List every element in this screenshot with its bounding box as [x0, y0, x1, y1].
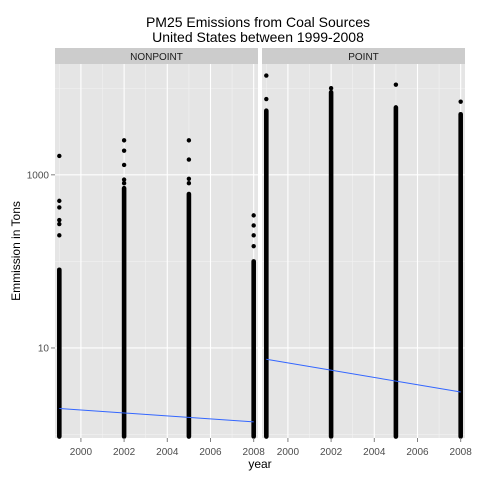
x-tick-label: 2008 [450, 447, 473, 458]
data-point [186, 138, 192, 143]
data-point [121, 177, 127, 182]
data-point [57, 233, 62, 238]
y-axis-label: Emmission in Tons [9, 201, 23, 301]
points-nonpoint [57, 138, 256, 439]
data-point [121, 148, 127, 153]
data-point [57, 153, 62, 159]
data-point [251, 233, 256, 238]
strip-label-point: POINT [348, 52, 379, 63]
x-tick-label: 2004 [156, 447, 179, 458]
panel-nonpoint: NONPOINT [55, 48, 258, 439]
data-point [393, 82, 399, 87]
plot-area-point [262, 64, 465, 438]
data-point [57, 221, 62, 227]
chart-title-line: United States between 1999-2008 [152, 29, 364, 45]
x-tick-label: 2004 [363, 447, 386, 458]
data-point [186, 157, 192, 162]
data-point [121, 138, 127, 143]
y-tick-label: 1000 [27, 170, 50, 181]
chart-title-line: PM25 Emissions from Coal Sources [146, 14, 370, 30]
x-tick-label: 2000 [277, 447, 300, 458]
data-point [264, 96, 269, 102]
plot-area-nonpoint [55, 64, 258, 438]
strip-label-nonpoint: NONPOINT [130, 52, 183, 63]
strip-nonpoint [55, 48, 258, 64]
data-point [328, 86, 334, 91]
y-tick-label: 10 [38, 343, 50, 354]
x-tick-label: 2006 [199, 447, 222, 458]
data-point [121, 181, 127, 186]
chart-title: PM25 Emissions from Coal Sources United S… [146, 14, 370, 45]
points-point [264, 73, 463, 439]
data-point [251, 223, 256, 228]
data-point [251, 243, 256, 249]
trend-line [266, 358, 461, 393]
x-tick-label: 2008 [243, 447, 266, 458]
data-point [264, 73, 269, 78]
x-tick-label: 2006 [406, 447, 429, 458]
x-tick-label: 2000 [70, 447, 93, 458]
data-point [186, 176, 192, 181]
data-point [186, 181, 192, 186]
data-point [57, 198, 62, 204]
trend-line [59, 407, 254, 423]
x-axis: 2000 2002 2004 2006 2008 2000 2002 2004 2006 2008 [70, 438, 472, 458]
trend-nonpoint [59, 407, 254, 423]
data-point [57, 217, 62, 223]
data-point [458, 99, 463, 104]
strip-point [262, 48, 465, 64]
data-point [57, 205, 62, 210]
y-axis: 10 1000 [27, 170, 55, 354]
x-tick-label: 2002 [320, 447, 343, 458]
panel-point: POINT [262, 48, 465, 439]
data-point [121, 162, 127, 168]
x-axis-label: year [248, 457, 271, 471]
x-tick-label: 2002 [113, 447, 136, 458]
data-point [251, 213, 256, 218]
trend-point [266, 358, 461, 393]
